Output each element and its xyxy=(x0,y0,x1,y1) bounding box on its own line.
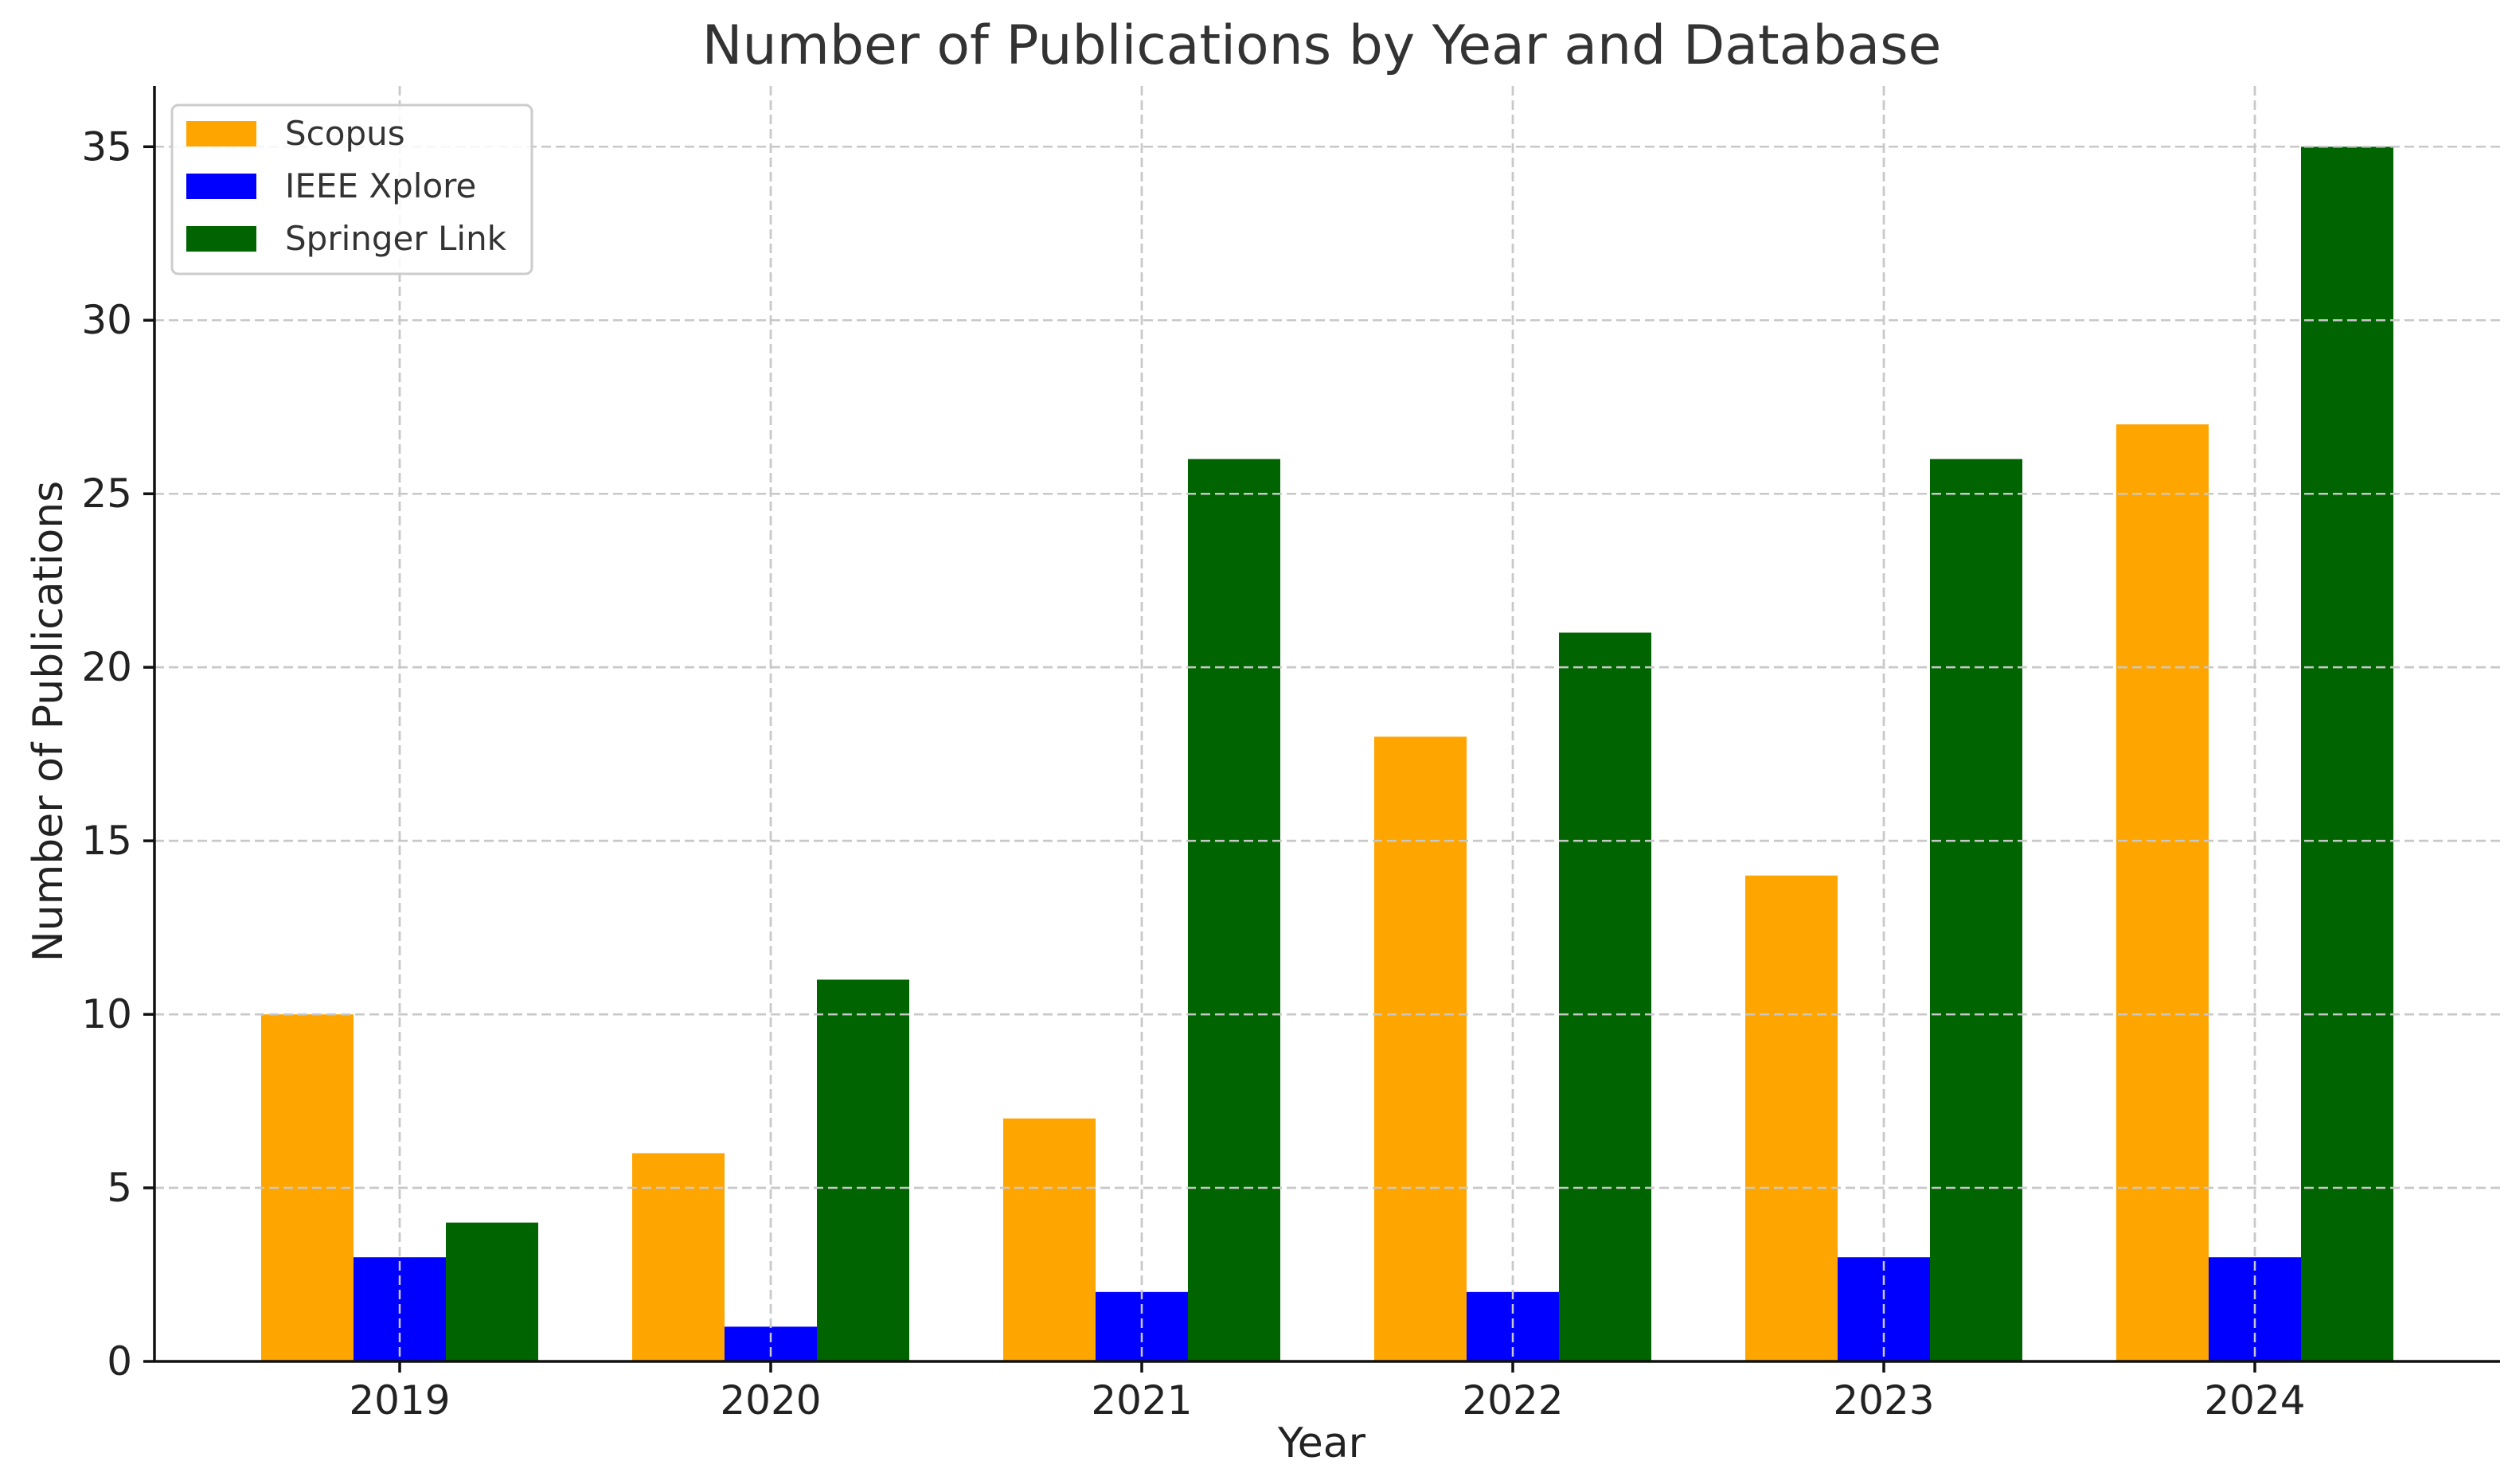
legend-swatch-springer-link xyxy=(186,226,256,252)
axes xyxy=(143,86,2500,1373)
legend-frame xyxy=(170,103,533,275)
y-tick-label: 0 xyxy=(107,1338,132,1384)
bar-scopus-2024 xyxy=(2116,424,2209,1361)
y-tick-label: 5 xyxy=(107,1165,132,1211)
legend-label-springer-link: Springer Link xyxy=(285,219,507,258)
tick-labels: 0 5 10 15 20 25 30 35 2019 2020 2021 2022 2023 2024 xyxy=(81,123,2305,1423)
bar-springer-link-2021 xyxy=(1188,459,1280,1361)
bar-scopus-2022 xyxy=(1374,736,1467,1361)
x-tick-label: 2022 xyxy=(1462,1377,1563,1423)
x-axis-label: Year xyxy=(1277,1420,1366,1467)
bar-springer-link-2023 xyxy=(1930,459,2022,1361)
bar-springer-link-2022 xyxy=(1559,632,1651,1361)
bar-springer-link-2020 xyxy=(817,979,909,1361)
legend-label-ieee-xplore: IEEE Xplore xyxy=(285,166,476,205)
y-tick-label: 15 xyxy=(81,818,132,864)
bar-scopus-2021 xyxy=(1003,1118,1096,1361)
x-tick-label: 2019 xyxy=(349,1377,450,1423)
x-tick-label: 2023 xyxy=(1833,1377,1934,1423)
y-tick-label: 30 xyxy=(81,297,132,343)
x-tick-label: 2020 xyxy=(720,1377,821,1423)
bar-springer-link-2019 xyxy=(446,1222,538,1361)
legend-swatch-scopus xyxy=(186,121,256,146)
y-tick-label: 20 xyxy=(81,644,132,690)
chart-title: Number of Publications by Year and Datab… xyxy=(702,14,1942,77)
legend-label-scopus: Scopus xyxy=(285,114,405,153)
y-tick-label: 25 xyxy=(81,471,132,517)
bars xyxy=(154,86,2500,1363)
x-tick-label: 2024 xyxy=(2204,1377,2305,1423)
bar-scopus-2023 xyxy=(1745,875,1838,1361)
bar-springer-link-2024 xyxy=(2301,146,2393,1361)
legend-swatch-ieee-xplore xyxy=(186,174,256,199)
bar-scopus-2020 xyxy=(632,1153,725,1361)
y-tick-label: 10 xyxy=(81,991,132,1037)
x-tick-label: 2021 xyxy=(1091,1377,1192,1423)
legend: Scopus IEEE Xplore Springer Link xyxy=(170,103,533,275)
y-tick-label: 35 xyxy=(81,123,132,170)
y-axis-label: Number of Publications xyxy=(25,481,72,963)
